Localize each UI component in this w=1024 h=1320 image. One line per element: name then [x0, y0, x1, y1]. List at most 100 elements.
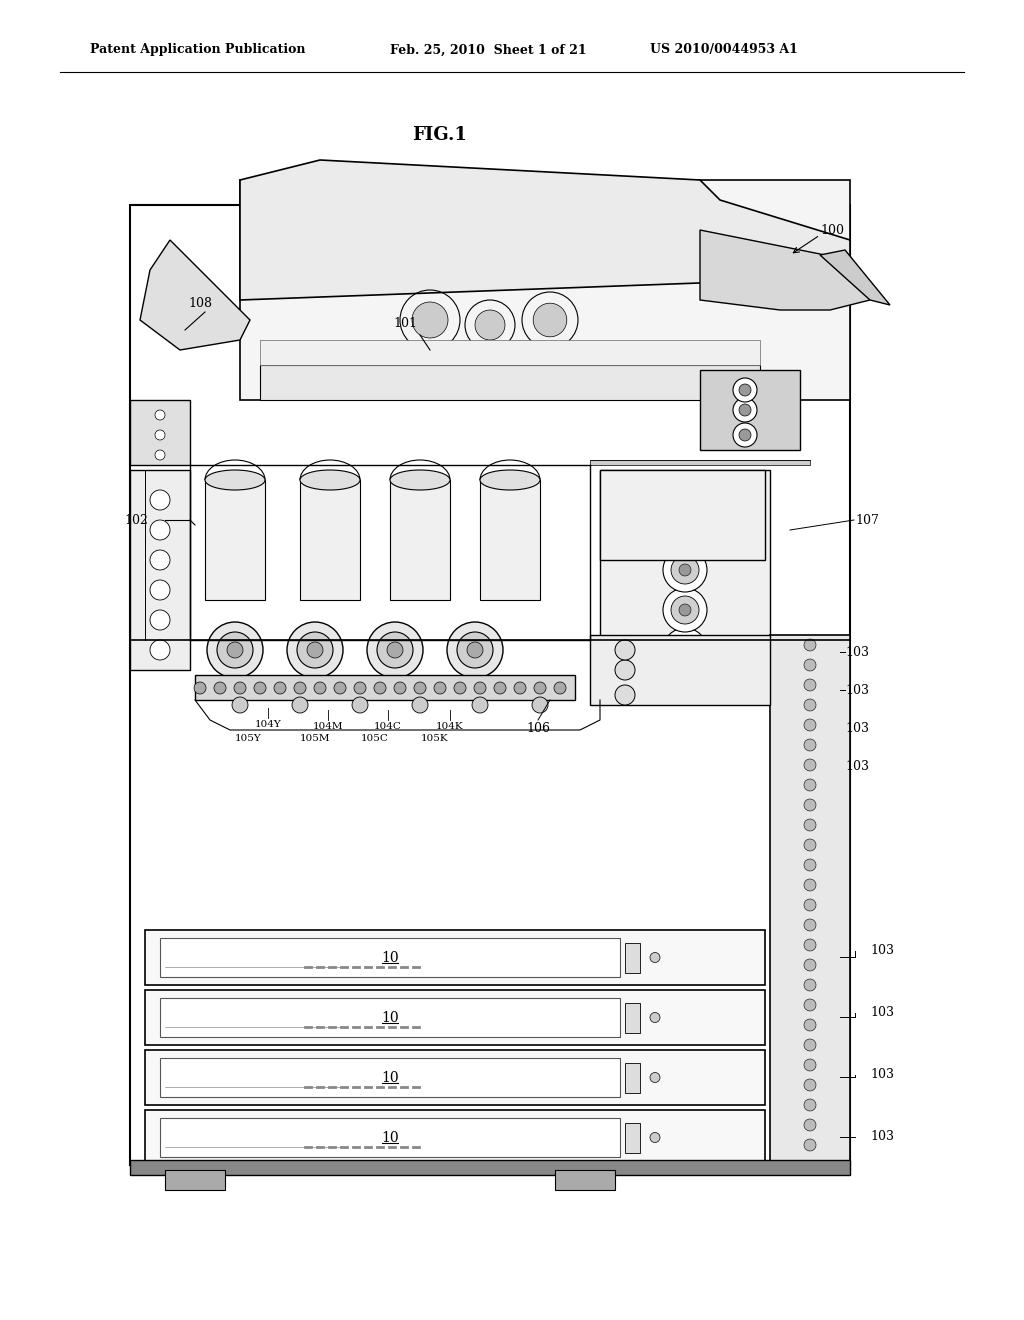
Circle shape — [254, 682, 266, 694]
Circle shape — [468, 348, 492, 372]
Circle shape — [408, 348, 432, 372]
Circle shape — [782, 937, 808, 964]
Bar — [240, 180, 850, 400]
Circle shape — [150, 610, 170, 630]
Text: 104M: 104M — [312, 722, 343, 731]
Circle shape — [374, 682, 386, 694]
Text: 107: 107 — [855, 513, 879, 527]
Bar — [160, 998, 620, 1038]
Circle shape — [348, 348, 372, 372]
Circle shape — [782, 1117, 808, 1143]
Circle shape — [663, 587, 707, 632]
Bar — [775, 1111, 787, 1163]
Bar — [625, 1063, 640, 1093]
Circle shape — [804, 639, 816, 651]
Circle shape — [804, 700, 816, 711]
Circle shape — [307, 642, 323, 657]
Circle shape — [534, 304, 567, 337]
Circle shape — [804, 899, 816, 911]
Circle shape — [414, 354, 426, 366]
Circle shape — [739, 384, 751, 396]
Circle shape — [457, 632, 493, 668]
Circle shape — [804, 659, 816, 671]
Circle shape — [434, 682, 446, 694]
Circle shape — [671, 597, 699, 624]
Text: 10: 10 — [381, 1071, 398, 1085]
Text: 10: 10 — [381, 1130, 398, 1144]
Circle shape — [804, 1139, 816, 1151]
Circle shape — [615, 685, 635, 705]
Circle shape — [150, 520, 170, 540]
Circle shape — [782, 1137, 808, 1163]
Circle shape — [788, 1023, 802, 1038]
Circle shape — [232, 697, 248, 713]
Circle shape — [650, 1012, 660, 1023]
Circle shape — [227, 642, 243, 657]
Circle shape — [654, 354, 666, 366]
Circle shape — [782, 1016, 808, 1043]
Polygon shape — [240, 160, 850, 300]
Bar — [555, 1170, 615, 1191]
Circle shape — [367, 622, 423, 678]
Ellipse shape — [390, 470, 450, 490]
Text: 10: 10 — [381, 1011, 398, 1024]
Circle shape — [804, 919, 816, 931]
Circle shape — [615, 660, 635, 680]
Circle shape — [788, 964, 802, 977]
Ellipse shape — [300, 470, 360, 490]
Circle shape — [650, 1133, 660, 1143]
Circle shape — [733, 378, 757, 403]
Bar — [480, 480, 540, 601]
Circle shape — [804, 979, 816, 991]
Circle shape — [472, 697, 488, 713]
Circle shape — [292, 697, 308, 713]
Text: Patent Application Publication: Patent Application Publication — [90, 44, 305, 57]
Circle shape — [804, 1059, 816, 1071]
Text: 100: 100 — [820, 223, 844, 236]
Circle shape — [274, 682, 286, 694]
Circle shape — [650, 1072, 660, 1082]
Circle shape — [671, 556, 699, 583]
Circle shape — [494, 682, 506, 694]
Circle shape — [804, 939, 816, 950]
Bar — [130, 205, 850, 1166]
Circle shape — [377, 632, 413, 668]
Circle shape — [150, 579, 170, 601]
Text: 108: 108 — [188, 297, 212, 310]
Text: 103: 103 — [845, 645, 869, 659]
Bar — [625, 942, 640, 973]
Circle shape — [804, 719, 816, 731]
Circle shape — [294, 682, 306, 694]
Text: 102: 102 — [124, 513, 148, 527]
Circle shape — [804, 799, 816, 810]
Circle shape — [804, 1100, 816, 1111]
Circle shape — [354, 682, 366, 694]
Bar — [590, 635, 770, 705]
Circle shape — [782, 997, 808, 1023]
Bar — [145, 1110, 765, 1166]
Circle shape — [287, 622, 343, 678]
Bar — [300, 480, 360, 601]
Circle shape — [788, 1003, 802, 1016]
Circle shape — [739, 404, 751, 416]
Circle shape — [297, 632, 333, 668]
Circle shape — [679, 564, 691, 576]
Circle shape — [782, 957, 808, 983]
Bar — [775, 931, 787, 983]
Circle shape — [155, 430, 165, 440]
Circle shape — [352, 697, 368, 713]
Text: 103: 103 — [845, 684, 869, 697]
Text: 104K: 104K — [436, 722, 464, 731]
Circle shape — [648, 348, 672, 372]
Circle shape — [394, 682, 406, 694]
Circle shape — [788, 1082, 802, 1097]
Text: 105Y: 105Y — [234, 734, 261, 743]
Circle shape — [663, 508, 707, 552]
Circle shape — [217, 632, 253, 668]
Circle shape — [804, 859, 816, 871]
Circle shape — [739, 429, 751, 441]
Bar — [160, 1118, 620, 1158]
Circle shape — [663, 548, 707, 591]
Circle shape — [474, 354, 486, 366]
Circle shape — [804, 739, 816, 751]
